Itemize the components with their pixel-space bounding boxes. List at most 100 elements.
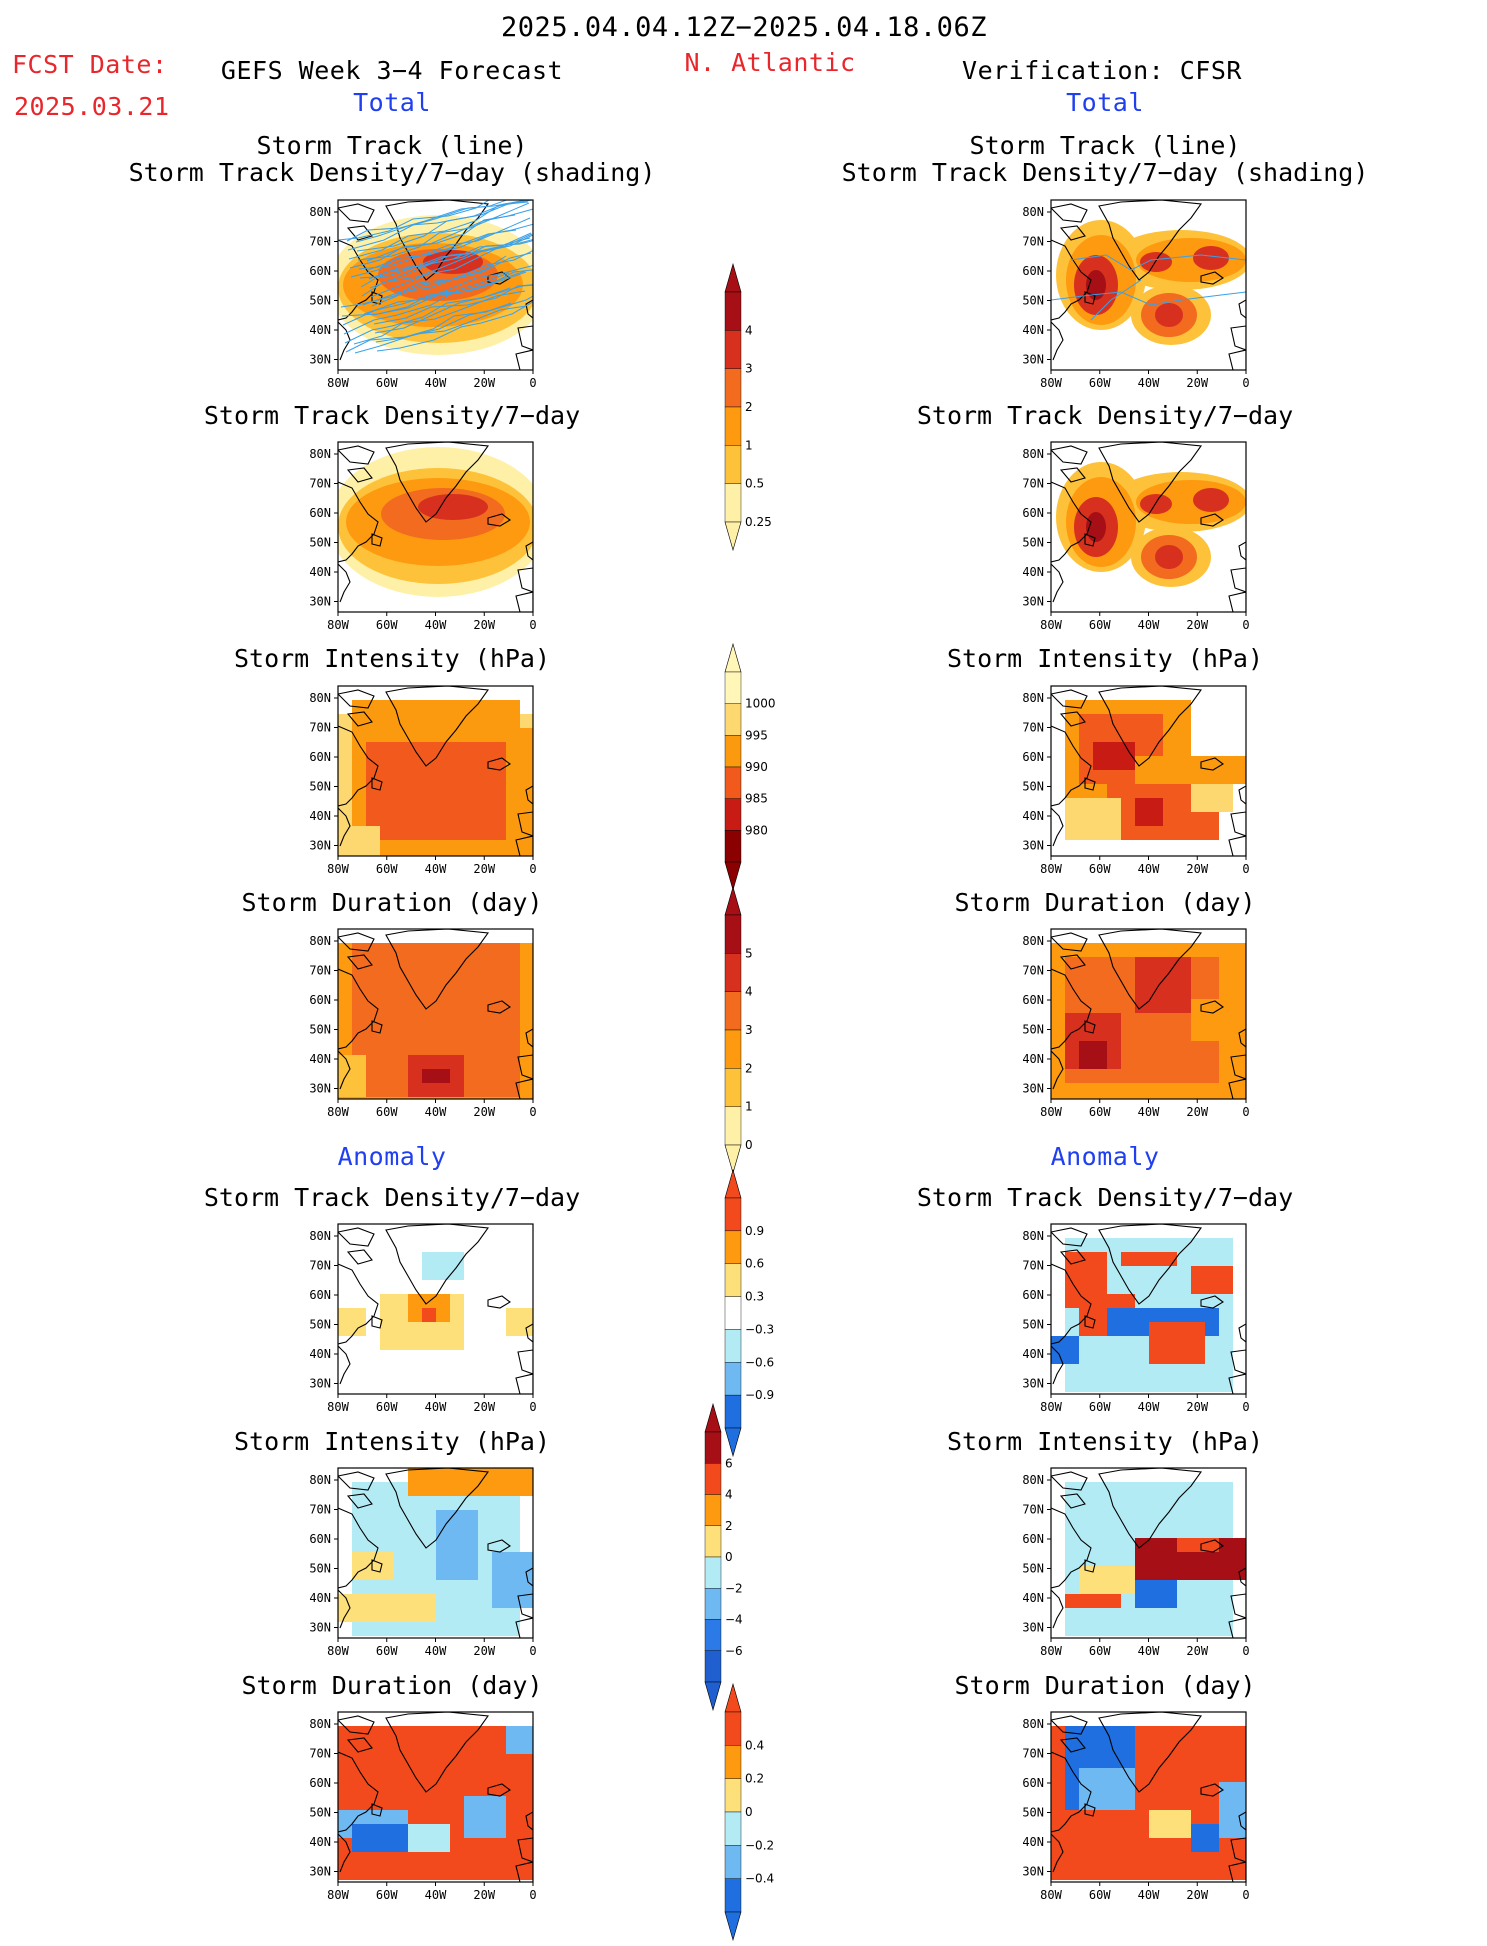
- shade-cell: [338, 826, 380, 856]
- lat-tick-label: 30N: [1022, 1377, 1044, 1391]
- coastline: [1238, 1811, 1246, 1831]
- verification-title: Verification: CFSR: [962, 56, 1242, 85]
- lon-tick-label: 20W: [1186, 1888, 1208, 1902]
- storm-track-line: [370, 237, 531, 298]
- left-track-title: Storm Track (line) Storm Track Density/7…: [129, 132, 656, 186]
- colorbar-label: −0.3: [745, 1322, 774, 1336]
- coastline: [385, 686, 489, 767]
- coastline: [1098, 686, 1202, 767]
- duration-anomaly-colorbar: 0.4 0.2 0 −0.2 −0.4: [715, 1682, 785, 1946]
- lat-tick-label: 40N: [1022, 809, 1044, 823]
- storm-track-line: [343, 272, 510, 335]
- lon-tick-label: 0: [1242, 1888, 1249, 1902]
- coastline: [338, 725, 379, 807]
- storm-track-line: [375, 295, 533, 343]
- colorbar-label: 4: [745, 323, 753, 337]
- coastline: [1230, 1837, 1246, 1863]
- gefs-duration-map: 80N 70N 60N 50N 40N 30N 80W 60W 40W 20W 0: [290, 925, 545, 1125]
- lon-tick-label: 60W: [1089, 1105, 1111, 1119]
- colorbar-segment: [724, 330, 742, 369]
- shade-cell: [1093, 742, 1135, 770]
- lat-tick-label: 60N: [309, 506, 331, 520]
- lon-tick-label: 20W: [1186, 862, 1208, 876]
- lon-tick-label: 0: [529, 1644, 536, 1658]
- lon-tick-label: 20W: [1186, 1644, 1208, 1658]
- coastline: [1059, 1737, 1086, 1753]
- coastline: [338, 1751, 379, 1833]
- lon-tick-label: 0: [1242, 862, 1249, 876]
- lat-tick-label: 80N: [1022, 691, 1044, 705]
- lon-tick-label: 0: [529, 1888, 536, 1902]
- shade-cell: [506, 1726, 533, 1754]
- coastline: [1051, 321, 1064, 361]
- lat-tick-label: 80N: [1022, 1229, 1044, 1243]
- lon-tick-label: 40W: [1138, 862, 1160, 876]
- right-density-title: Storm Track Density/7−day: [916, 401, 1294, 430]
- lat-tick-label: 70N: [1022, 1503, 1044, 1517]
- coastline: [346, 225, 373, 241]
- lat-tick-label: 60N: [309, 1776, 331, 1790]
- coastline: [371, 1559, 383, 1573]
- storm-track-line: [366, 208, 533, 262]
- lon-tick-label: 40W: [1138, 1400, 1160, 1414]
- shade-blob: [1086, 270, 1106, 300]
- colorbar-segment: [724, 766, 742, 799]
- storm-track-line: [368, 238, 533, 280]
- colorbar-label: 995: [745, 728, 768, 742]
- coastline: [346, 1249, 373, 1265]
- shade-cell: [1135, 1580, 1177, 1608]
- lon-tick-label: 40W: [425, 618, 447, 632]
- lon-tick-label: 60W: [1089, 1888, 1111, 1902]
- coastline: [338, 1471, 375, 1491]
- coastline: [517, 1593, 533, 1619]
- coastline: [1059, 954, 1086, 970]
- coastline: [1051, 968, 1092, 1050]
- colorbar-label: 2: [745, 400, 753, 414]
- coastline: [1228, 1617, 1246, 1638]
- lat-tick-label: 70N: [309, 235, 331, 249]
- colorbar-segment: [724, 291, 742, 331]
- coastline: [1084, 1803, 1096, 1817]
- coastline: [487, 1539, 511, 1553]
- lon-tick-label: 60W: [1089, 1400, 1111, 1414]
- coastline: [338, 563, 351, 603]
- coastline: [1200, 513, 1224, 527]
- shade-blob: [1155, 303, 1183, 327]
- lat-tick-label: 40N: [1022, 1052, 1044, 1066]
- lat-tick-label: 40N: [309, 1052, 331, 1066]
- lat-tick-label: 60N: [309, 750, 331, 764]
- lon-tick-label: 60W: [376, 862, 398, 876]
- lat-tick-label: 70N: [1022, 964, 1044, 978]
- shade-cell: [1149, 1810, 1191, 1838]
- colorbar-label: 4: [725, 1488, 733, 1502]
- colorbar-arrow: [724, 1144, 742, 1175]
- lon-tick-label: 20W: [473, 618, 495, 632]
- coastline: [1230, 811, 1246, 837]
- lat-tick-label: 40N: [1022, 1591, 1044, 1605]
- lat-tick-label: 60N: [1022, 506, 1044, 520]
- lon-tick-label: 20W: [1186, 1400, 1208, 1414]
- colorbar-label: −2: [725, 1581, 743, 1595]
- storm-track-line: [376, 301, 533, 352]
- right-intensity-title: Storm Intensity (hPa): [946, 644, 1264, 673]
- colorbar-segment: [724, 1362, 742, 1396]
- lat-tick-label: 30N: [1022, 1621, 1044, 1635]
- coastline: [1051, 1751, 1092, 1833]
- colorbar-label: 985: [745, 792, 768, 806]
- colorbar-segment: [724, 406, 742, 446]
- lat-tick-label: 70N: [1022, 721, 1044, 735]
- shade-cell: [1079, 1041, 1107, 1069]
- lon-tick-label: 0: [1242, 1400, 1249, 1414]
- storm-track-line: [344, 287, 511, 344]
- coastline: [487, 757, 511, 771]
- coastline: [1051, 1263, 1092, 1345]
- coastline: [338, 1050, 351, 1090]
- lat-tick-label: 30N: [309, 839, 331, 853]
- colorbar-segment: [704, 1650, 722, 1683]
- gefs-duration-anomaly-map: 80N 70N 60N 50N 40N 30N 80W 60W 40W 20W 0: [290, 1708, 545, 1908]
- left-intensity-title: Storm Intensity (hPa): [233, 644, 551, 673]
- colorbar-segment: [724, 671, 742, 704]
- storm-track-line: [353, 290, 526, 345]
- lat-tick-label: 50N: [309, 536, 331, 550]
- lat-tick-label: 80N: [1022, 1717, 1044, 1731]
